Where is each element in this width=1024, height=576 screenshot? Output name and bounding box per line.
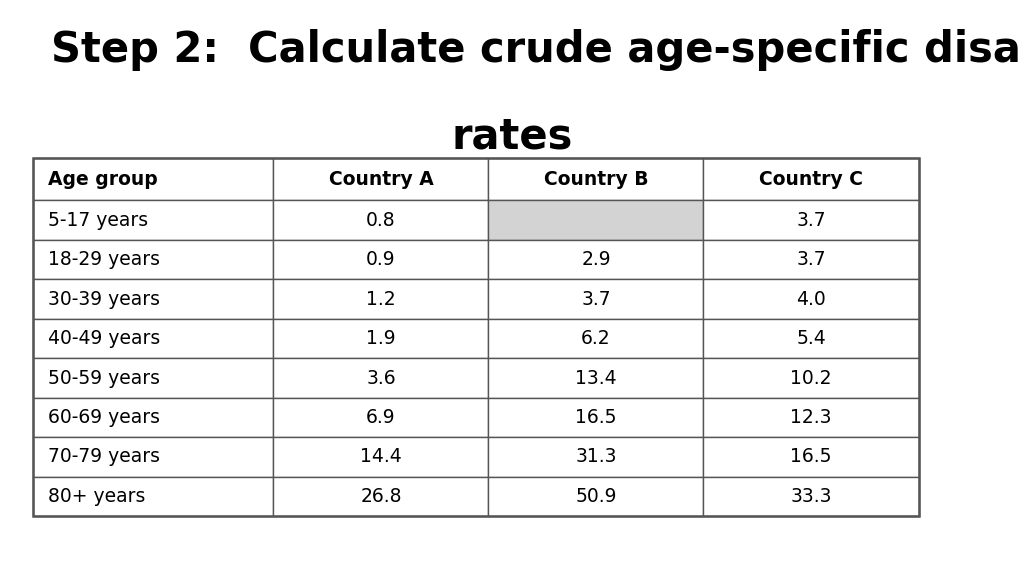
Text: rates: rates — [452, 115, 572, 157]
Text: 5.4: 5.4 — [796, 329, 826, 348]
Text: 3.7: 3.7 — [582, 290, 610, 309]
Text: 0.8: 0.8 — [367, 211, 395, 230]
Text: 0.9: 0.9 — [367, 250, 395, 269]
Text: 13.4: 13.4 — [575, 369, 616, 388]
Text: 3.7: 3.7 — [797, 250, 825, 269]
Text: Country A: Country A — [329, 170, 433, 189]
Text: 5-17 years: 5-17 years — [48, 211, 148, 230]
Text: 14.4: 14.4 — [360, 448, 401, 467]
Text: 33.3: 33.3 — [791, 487, 831, 506]
Text: 18-29 years: 18-29 years — [48, 250, 160, 269]
Text: 6.9: 6.9 — [367, 408, 395, 427]
Text: 1.2: 1.2 — [367, 290, 395, 309]
Text: 60-69 years: 60-69 years — [48, 408, 160, 427]
Text: 16.5: 16.5 — [791, 448, 831, 467]
Text: Country B: Country B — [544, 170, 648, 189]
Text: 26.8: 26.8 — [360, 487, 401, 506]
Text: 31.3: 31.3 — [575, 448, 616, 467]
Text: 12.3: 12.3 — [791, 408, 831, 427]
Text: 3.6: 3.6 — [367, 369, 395, 388]
Text: 40-49 years: 40-49 years — [48, 329, 161, 348]
Text: Age group: Age group — [48, 170, 158, 189]
Text: 3.7: 3.7 — [797, 211, 825, 230]
Text: Country C: Country C — [759, 170, 863, 189]
Text: 1.9: 1.9 — [367, 329, 395, 348]
Text: 10.2: 10.2 — [791, 369, 831, 388]
Text: 70-79 years: 70-79 years — [48, 448, 160, 467]
Text: 50.9: 50.9 — [575, 487, 616, 506]
Text: 6.2: 6.2 — [582, 329, 610, 348]
Text: 4.0: 4.0 — [796, 290, 826, 309]
Text: Step 2:  Calculate crude age-specific disability: Step 2: Calculate crude age-specific dis… — [51, 29, 1024, 71]
Text: 16.5: 16.5 — [575, 408, 616, 427]
Text: 50-59 years: 50-59 years — [48, 369, 160, 388]
Text: 30-39 years: 30-39 years — [48, 290, 160, 309]
Text: 2.9: 2.9 — [582, 250, 610, 269]
Text: 80+ years: 80+ years — [48, 487, 145, 506]
